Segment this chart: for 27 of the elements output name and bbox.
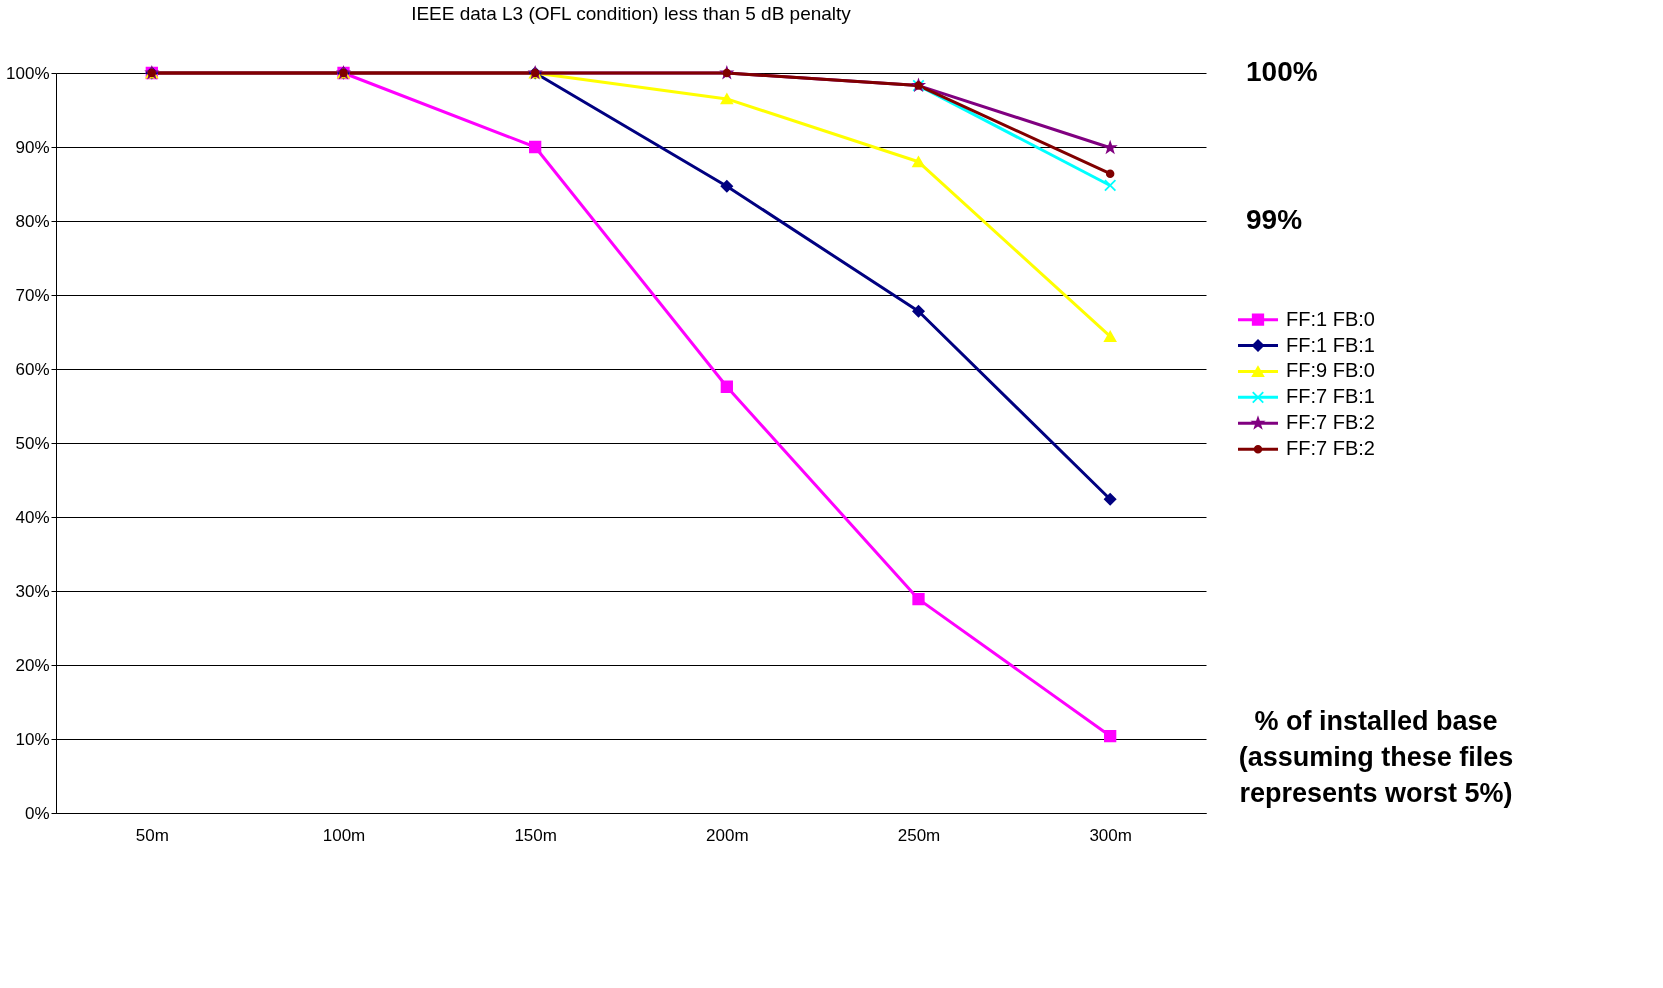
legend-label: FF:1 FB:1 (1286, 333, 1375, 356)
y-tick-label: 50% (15, 433, 50, 453)
legend-label: FF:7 FB:2 (1286, 437, 1375, 460)
legend-label: FF:7 FB:1 (1286, 385, 1375, 408)
y-tick-label: 100% (6, 63, 50, 83)
text: 99% (1246, 204, 1303, 235)
y-tick-label: 30% (15, 581, 50, 601)
x-tick-label: 50m (135, 825, 169, 845)
x-tick-label: 150m (514, 825, 557, 845)
y-tick-label: 70% (15, 285, 50, 305)
text: 100% (1246, 56, 1318, 87)
y-tick-label: 40% (15, 507, 50, 527)
y-tick-label: 10% (15, 729, 50, 749)
legend-label: FF:1 FB:0 (1286, 307, 1375, 330)
legend-label: FF:7 FB:2 (1286, 411, 1375, 434)
y-tick-label: 80% (15, 211, 50, 231)
chart-title: IEEE data L3 (OFL condition) less than 5 dB penalty (411, 3, 852, 24)
y-tick-label: 0% (24, 803, 50, 823)
y-tick-label: 90% (15, 137, 50, 157)
x-tick-label: 200m (706, 825, 749, 845)
legend-label: FF:9 FB:0 (1286, 359, 1375, 382)
text: % of installed base (assuming these files represents worst 5%) (1238, 706, 1514, 809)
x-tick-label: 300m (1089, 825, 1132, 845)
x-tick-label: 100m (322, 825, 366, 845)
y-tick-label: 60% (15, 359, 50, 379)
y-tick-label: 20% (15, 655, 50, 675)
x-tick-label: 250m (897, 825, 941, 845)
